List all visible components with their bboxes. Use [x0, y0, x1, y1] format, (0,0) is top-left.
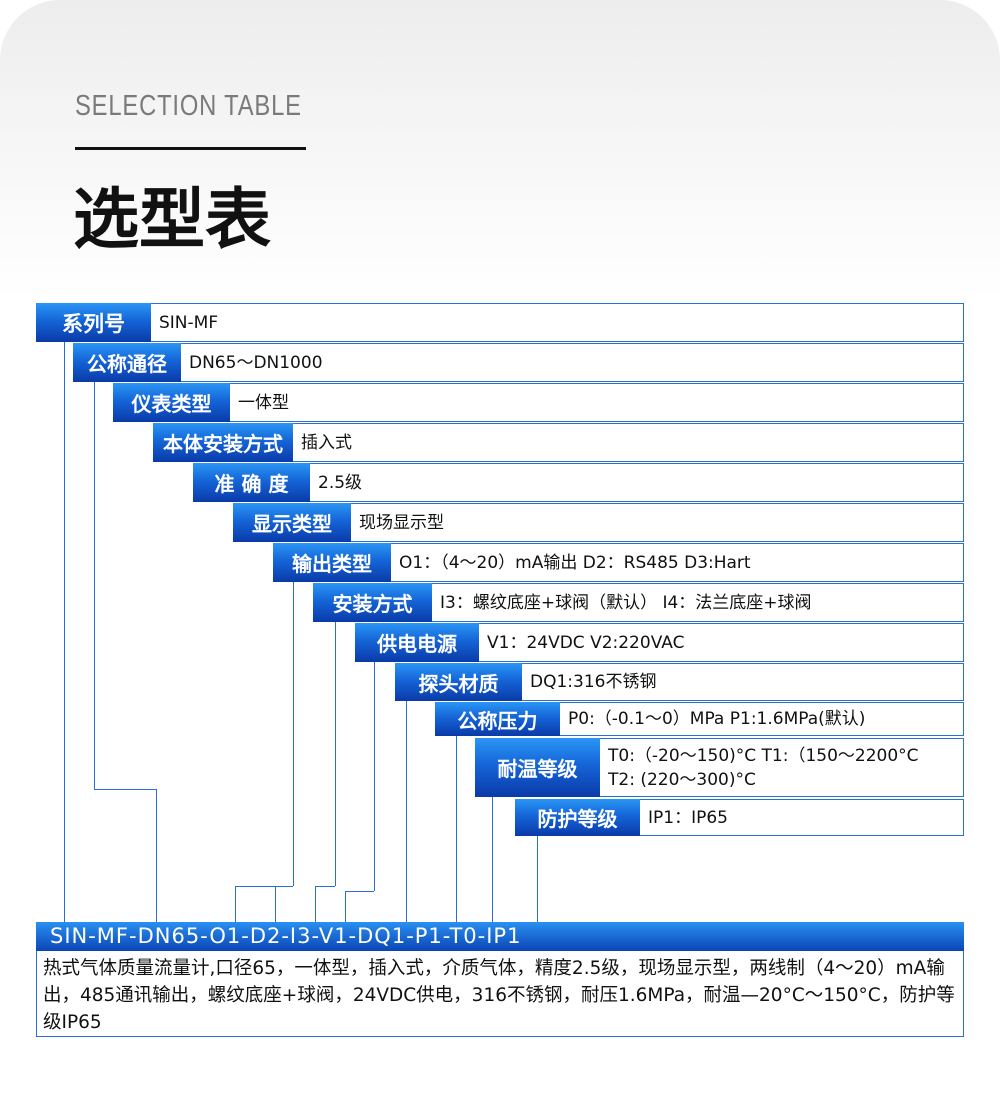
connector-line: [156, 789, 157, 922]
connector-line: [235, 886, 293, 887]
row-value: IP1：IP65: [640, 799, 964, 836]
row-value: 2.5级: [310, 463, 964, 502]
row-label: 耐温等级: [475, 738, 600, 797]
connector-line: [94, 789, 156, 790]
connector-line: [537, 836, 538, 922]
connector-line: [374, 662, 375, 891]
connector-line: [456, 736, 457, 922]
connector-line: [315, 886, 316, 922]
page-title: 选型表: [73, 181, 271, 258]
row-value: V1：24VDC V2:220VAC: [479, 623, 964, 662]
row-label: 显示类型: [233, 503, 351, 542]
connector-line: [335, 622, 336, 886]
title-divider: [75, 147, 306, 150]
row-value-line: T0:（-20～150)°C T1:（150～2200°C: [608, 745, 919, 766]
row-label: 输出类型: [273, 543, 391, 582]
row-label: 公称压力: [435, 702, 560, 736]
row-label: 安装方式: [313, 583, 432, 622]
row-value: 现场显示型: [351, 503, 964, 542]
connector-line: [235, 886, 236, 922]
row-value: O1：（4～20）mA输出 D2：RS485 D3:Hart: [391, 543, 964, 582]
connector-line: [64, 342, 65, 922]
row-value: P0:（-0.1～0）MPa P1:1.6MPa(默认): [560, 702, 964, 736]
row-value: DQ1:316不锈钢: [522, 663, 964, 701]
row-label: 供电电源: [355, 623, 479, 662]
row-value-line: T2: (220～300)°C: [608, 769, 756, 790]
connector-line: [94, 382, 95, 789]
row-label: 本体安装方式: [153, 423, 293, 462]
row-value: DN65～DN1000: [181, 343, 964, 382]
row-label: 公称通径: [73, 343, 181, 382]
row-label: 系列号: [36, 303, 151, 342]
connector-line: [293, 582, 294, 886]
connector-line: [492, 797, 493, 922]
row-value: I3：螺纹底座+球阀（默认） I4：法兰底座+球阀: [432, 583, 964, 622]
model-code-bar: SIN-MF-DN65-O1-D2-I3-V1-DQ1-P1-T0-IP1: [36, 922, 964, 951]
connector-line: [275, 886, 276, 922]
connector-line: [315, 886, 335, 887]
row-label: 准 确 度: [193, 463, 310, 502]
connector-line: [345, 891, 374, 892]
row-value: SIN-MF: [151, 303, 964, 342]
row-value: 一体型: [230, 383, 964, 422]
row-label: 探头材质: [395, 663, 522, 701]
connector-line: [345, 891, 346, 922]
row-label: 仪表类型: [113, 383, 230, 422]
row-value: 插入式: [293, 423, 964, 462]
section-subtitle: SELECTION TABLE: [75, 90, 302, 122]
row-label: 防护等级: [515, 799, 640, 836]
model-description: 热式气体质量流量计,口径65，一体型，插入式，介质气体，精度2.5级，现场显示型…: [36, 951, 964, 1037]
row-value: T0:（-20～150)°C T1:（150～2200°C T2: (220～30…: [600, 738, 964, 797]
connector-line: [406, 701, 407, 922]
